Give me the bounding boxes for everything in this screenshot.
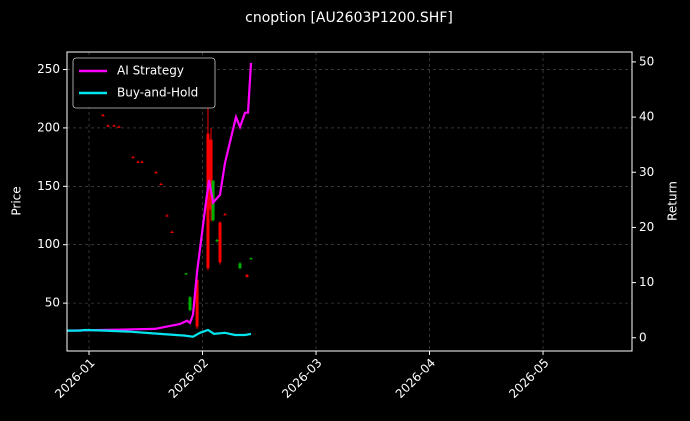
candle-body bbox=[215, 240, 219, 242]
candle-body bbox=[238, 263, 242, 269]
y-tick-label: 150 bbox=[37, 179, 60, 193]
x-tick-label: 2026-03 bbox=[279, 356, 324, 401]
candle-body bbox=[165, 215, 169, 217]
y2-axis-label: Return bbox=[666, 181, 680, 221]
candle-body bbox=[131, 157, 135, 159]
y2-tick-label: 50 bbox=[639, 54, 654, 68]
candle-body bbox=[218, 222, 222, 263]
candle-body bbox=[170, 231, 174, 233]
candle-body bbox=[154, 172, 158, 174]
y-tick-label: 100 bbox=[37, 237, 60, 251]
legend-label: AI Strategy bbox=[117, 64, 184, 78]
candle-body bbox=[245, 275, 249, 277]
y-tick-label: 200 bbox=[37, 120, 60, 134]
legend: AI Strategy Buy-and-Hold bbox=[72, 57, 216, 109]
candle-body bbox=[101, 115, 105, 117]
y2-tick-label: 40 bbox=[639, 110, 654, 124]
candle-body bbox=[106, 125, 110, 127]
y-axis-label: Price bbox=[10, 186, 24, 215]
candle-body bbox=[140, 161, 144, 163]
y2-tick-label: 0 bbox=[639, 330, 647, 344]
candle-body bbox=[195, 279, 199, 327]
candle-body bbox=[112, 125, 116, 127]
x-tick-label: 2026-02 bbox=[166, 356, 211, 401]
y2-tick-label: 10 bbox=[639, 275, 654, 289]
candle-body bbox=[136, 161, 140, 163]
line-series bbox=[67, 328, 252, 338]
y-tick-label: 50 bbox=[45, 296, 60, 310]
line-series bbox=[66, 62, 253, 332]
y-tick-label: 250 bbox=[37, 62, 60, 76]
x-tick-label: 2026-04 bbox=[393, 356, 438, 401]
legend-box bbox=[72, 57, 216, 109]
candle-body bbox=[223, 214, 227, 216]
candle-body bbox=[184, 273, 188, 275]
y2-tick-label: 20 bbox=[639, 220, 654, 234]
plot-frame bbox=[66, 51, 633, 352]
x-tick-label: 2026-01 bbox=[52, 356, 97, 401]
candle-body bbox=[188, 297, 192, 311]
chart-title: cnoption [AU2603P1200.SHF] bbox=[245, 10, 453, 26]
x-tick-label: 2026-05 bbox=[506, 356, 551, 401]
y2-tick-label: 30 bbox=[639, 165, 654, 179]
candle-body bbox=[117, 126, 121, 128]
candle-body bbox=[159, 183, 163, 185]
candle-body bbox=[206, 133, 210, 269]
legend-label: Buy-and-Hold bbox=[117, 86, 198, 100]
candle-body bbox=[209, 139, 213, 210]
candle-body bbox=[249, 258, 253, 260]
